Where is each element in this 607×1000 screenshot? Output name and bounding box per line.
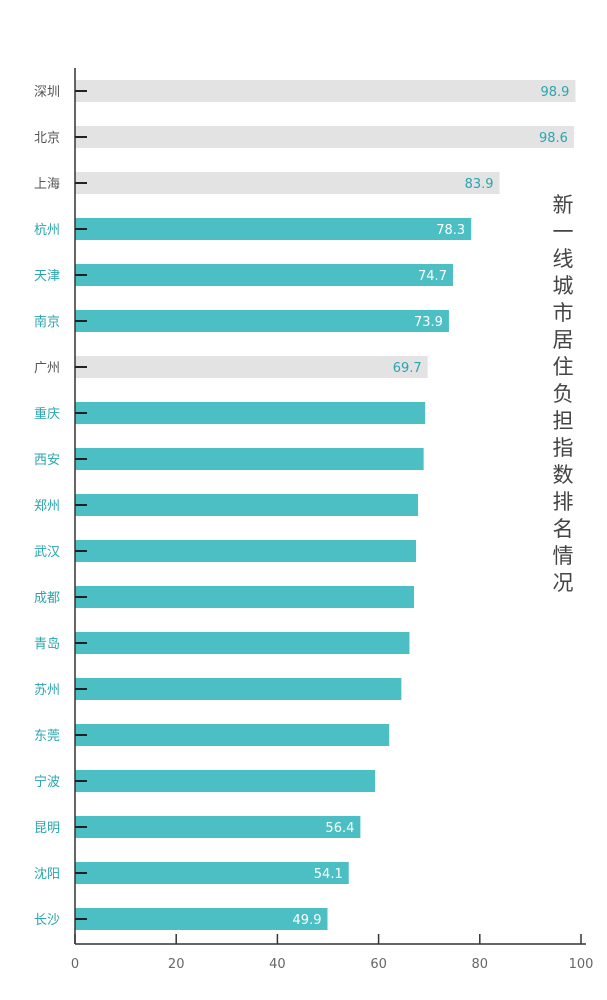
x-axis: 0 20 40 60 80 100 [71,934,594,972]
x-tick-label: 40 [269,957,286,972]
bar [75,724,390,746]
y-tick-label: 长沙 [34,913,60,928]
bar [75,494,419,516]
bar [75,678,402,700]
bar [75,908,328,930]
data-label: 49.9 [293,913,322,928]
data-label: 54.1 [314,867,343,882]
x-tick-label: 20 [168,957,185,972]
y-tick-label: 成都 [34,591,60,606]
y-tick-label: 苏州 [34,682,60,698]
bar [75,172,500,194]
bar [75,632,410,654]
y-tick-label: 青岛 [34,636,60,652]
y-tick-label: 南京 [34,314,60,330]
bar [75,264,453,286]
data-label: 83.9 [465,177,494,192]
data-label: 78.3 [436,223,465,238]
y-tick-label: 广州 [34,361,60,376]
data-label: 56.4 [325,821,354,836]
bar [75,540,417,562]
data-label: 69.7 [393,361,422,376]
x-tick-label: 0 [71,957,79,972]
x-tick-label: 80 [472,957,489,972]
y-tick-label: 昆明 [34,821,60,836]
bar [75,310,449,332]
y-tick-label: 武汉 [34,545,60,560]
bar [75,862,349,884]
bar [75,80,576,102]
y-tick-label: 沈阳 [34,867,60,882]
chart-title: 新一线城市居住负担指数排名情况 [552,193,574,595]
y-tick-label: 郑州 [34,499,60,514]
y-tick-label: 杭州 [34,223,60,238]
bar [75,816,361,838]
bar [75,448,424,470]
y-tick-label: 上海 [34,177,60,192]
x-tick-label: 60 [370,957,387,972]
data-label: 73.9 [414,315,443,330]
bar [75,402,426,424]
x-tick-label: 100 [569,957,594,972]
y-tick-label: 北京 [34,131,60,146]
y-tick-label: 天津 [34,269,60,284]
y-tick-label: 西安 [34,453,60,468]
y-tick-label: 重庆 [34,406,60,422]
bar [75,356,428,378]
bar-group: 98.9 98.6 83.9 78.3 74.7 73.9 69.7 56.4 54.1 49.9 [75,80,576,930]
y-tick-label: 深圳 [34,85,60,100]
bar [75,770,376,792]
bar [75,218,472,240]
bar [75,586,415,608]
data-label: 98.6 [539,131,568,146]
data-label: 74.7 [418,269,447,284]
y-tick-label: 东莞 [34,729,60,744]
y-tick-label: 宁波 [34,774,60,790]
data-label: 98.9 [540,85,569,100]
bar [75,126,574,148]
